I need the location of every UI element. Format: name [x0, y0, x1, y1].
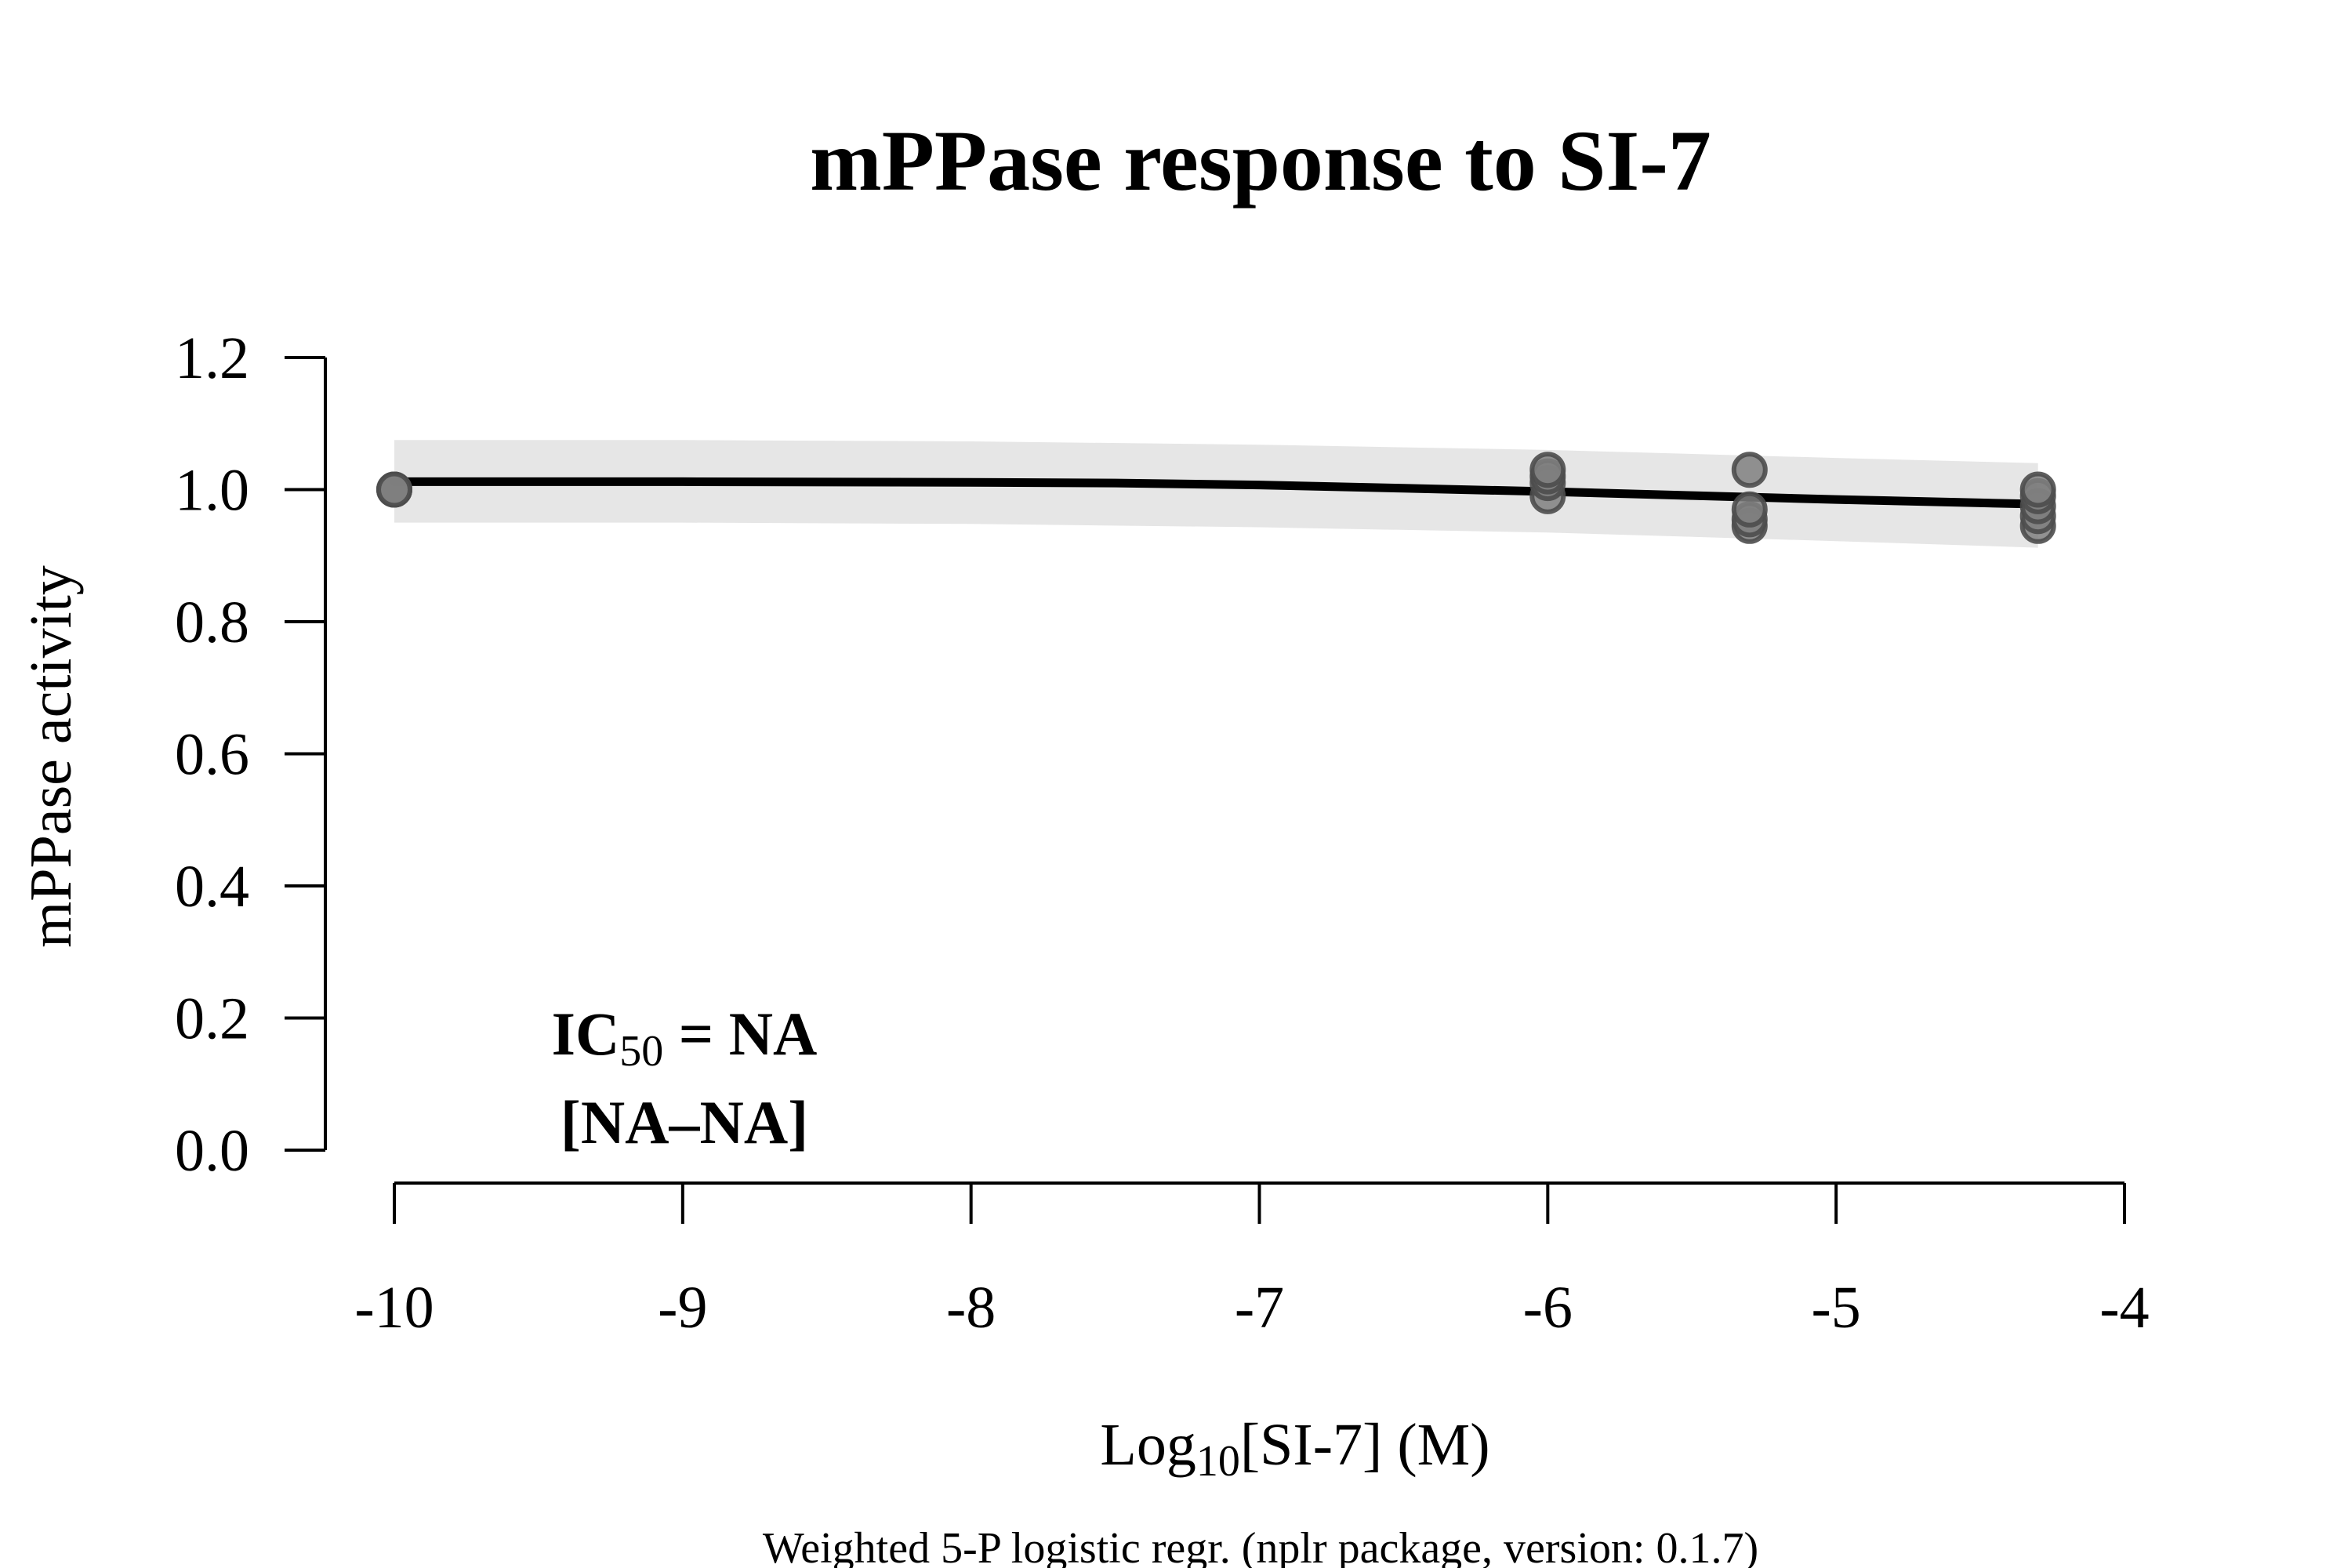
ic50-prefix: IC	[552, 1000, 620, 1068]
x-axis-label-subscript: 10	[1196, 1437, 1240, 1486]
x-tick-label: -7	[1235, 1275, 1284, 1341]
plot-area	[376, 440, 2056, 548]
data-point	[1731, 452, 1768, 488]
fit-curve	[390, 477, 2043, 509]
x-axis: -10 -9 -8 -7 -6 -5 -4	[354, 1181, 2150, 1341]
ic50-annotation-line1: IC50 = NA	[552, 1000, 818, 1076]
y-tick-label: 1.0	[175, 458, 249, 524]
confidence-band	[394, 440, 2038, 548]
chart-footer: Weighted 5-P logistic regr. (nplr packag…	[763, 1524, 1758, 1568]
data-point	[376, 471, 412, 508]
data-point	[1731, 491, 1768, 528]
x-tick-label: -10	[354, 1275, 434, 1341]
y-tick-label: 0.4	[175, 854, 249, 920]
x-axis-label-prefix: Log	[1100, 1412, 1196, 1478]
data-point	[1529, 452, 1566, 488]
y-tick-label: 0.6	[175, 722, 249, 788]
data-point	[2019, 471, 2056, 508]
x-tick-label: -5	[1812, 1275, 1861, 1341]
x-axis-label-suffix: [SI-7] (M)	[1240, 1412, 1490, 1478]
y-tick-label: 0.8	[175, 590, 249, 655]
chart-title: mPPase response to SI-7	[810, 113, 1711, 209]
x-tick-label: -9	[658, 1275, 707, 1341]
ic50-subscript: 50	[619, 1027, 663, 1076]
y-tick-label: 0.2	[175, 986, 249, 1052]
ic50-suffix: = NA	[663, 1000, 817, 1068]
y-tick-label: 0.0	[175, 1118, 249, 1184]
data-points	[376, 452, 2056, 544]
y-axis-label: mPPase activity	[18, 565, 84, 948]
ic50-annotation-line2: [NA–NA]	[561, 1088, 808, 1156]
y-axis: 0.0 0.2 0.4 0.6 0.8 1.0 1.2	[175, 325, 327, 1184]
x-tick-label: -4	[2099, 1275, 2149, 1341]
x-axis-label: Log10[SI-7] (M)	[1100, 1412, 1489, 1486]
x-tick-label: -6	[1523, 1275, 1573, 1341]
x-tick-label: -8	[946, 1275, 996, 1341]
y-tick-label: 1.2	[175, 325, 249, 391]
